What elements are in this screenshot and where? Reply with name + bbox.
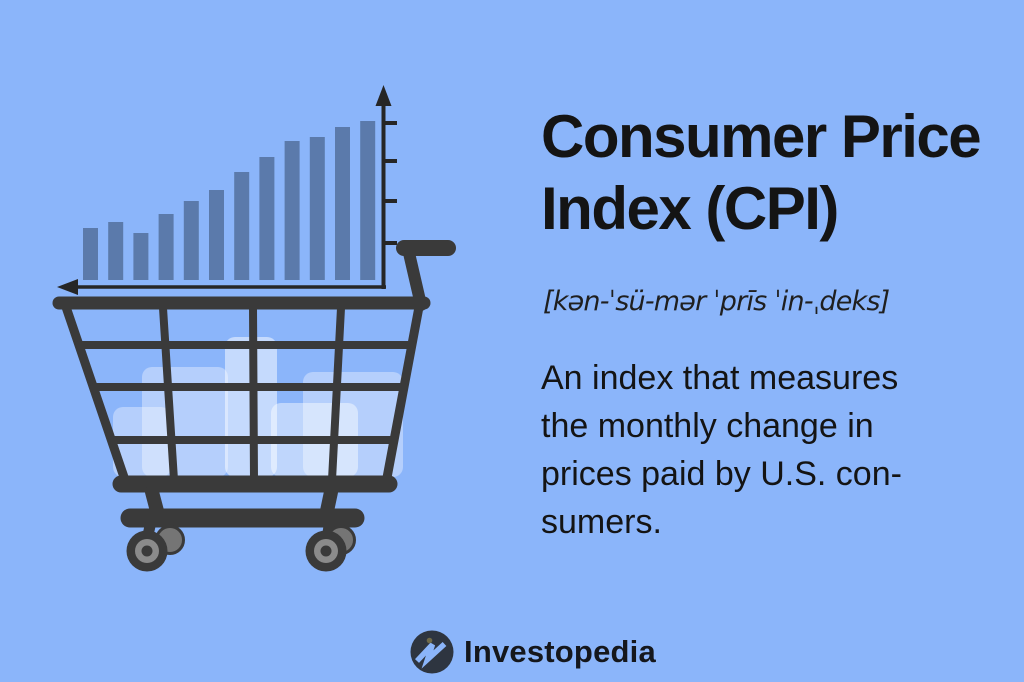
grocery-item [142, 367, 228, 477]
bar-chart [57, 85, 397, 295]
definition-line: sumers. [541, 503, 662, 541]
bar [360, 121, 376, 280]
basket-wire [159, 304, 178, 484]
cart-basket [52, 296, 431, 493]
page-title: Consumer Price Index (CPI) [541, 101, 1011, 245]
basket-wire [328, 304, 345, 484]
y-axis-ticks [383, 121, 397, 245]
definition-line: prices paid by U.S. con- [541, 455, 902, 493]
chassis-post [320, 485, 338, 518]
title-line-2: Index (CPI) [541, 175, 839, 242]
cart-handle-post [403, 247, 427, 311]
grocery-item [303, 372, 403, 477]
pronunciation-text: [kən-ˈsü-mər ˈprīs ˈin-ˌdeks] [543, 286, 890, 317]
front-wheel-icon [126, 530, 168, 572]
wheel-stub [321, 520, 335, 546]
bar [284, 141, 300, 280]
bar [158, 214, 174, 280]
investopedia-logo: Investopedia [410, 630, 656, 674]
bar-series [83, 121, 376, 280]
x-axis [57, 279, 386, 295]
bar [133, 233, 149, 280]
rear-wheel-icon [326, 525, 356, 555]
cart-wheels [126, 525, 356, 572]
front-wheel-icon [305, 530, 347, 572]
chassis-post [145, 485, 164, 518]
definition-line: the monthly change in [541, 407, 874, 445]
logo-swoosh-icon [414, 641, 447, 669]
definition-line: An index that measures [541, 359, 899, 397]
bar [309, 137, 325, 280]
rear-wheel-icon [155, 525, 185, 555]
grocery-item [113, 407, 171, 477]
bar [209, 190, 224, 280]
cart-items [113, 337, 403, 477]
basket-left-edge [61, 302, 131, 488]
bar [83, 228, 98, 280]
grocery-item [225, 337, 277, 477]
logo-dot-icon [426, 637, 433, 644]
y-axis [375, 85, 397, 289]
grocery-item [271, 403, 358, 477]
definition-text: An index that measures the monthly chang… [541, 354, 1011, 546]
brand-name: Investopedia [464, 634, 656, 669]
x-axis-arrow-icon [57, 279, 78, 295]
bar [234, 172, 250, 280]
bar [108, 222, 124, 280]
cart-handle [396, 240, 456, 311]
shopping-cart [52, 240, 456, 572]
bar [183, 201, 199, 280]
bar [259, 157, 275, 280]
basket-wire [249, 304, 258, 484]
wheel-stub [141, 520, 156, 546]
investopedia-logo-icon [410, 630, 454, 674]
cart-chassis [120, 485, 365, 546]
title-line-1: Consumer Price [541, 103, 982, 170]
basket-right-edge [381, 302, 424, 488]
bar [335, 127, 350, 280]
y-axis-arrow-icon [375, 85, 392, 106]
